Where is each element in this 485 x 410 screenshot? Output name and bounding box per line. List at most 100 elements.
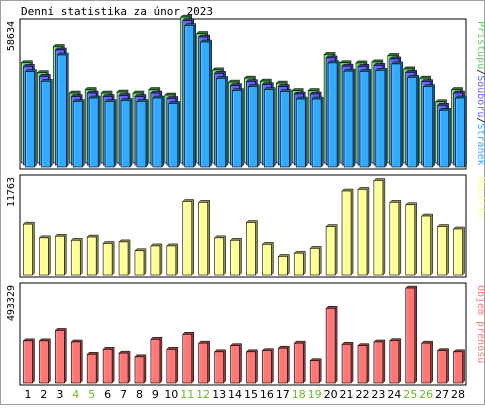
day-label-26: 26: [419, 388, 433, 401]
bar-pages-day-8: [136, 99, 149, 168]
bar-kbytes-day-27: [437, 348, 449, 384]
bar-kbytes-day-4: [70, 339, 83, 384]
day-label-18: 18: [292, 388, 306, 401]
legend-separator: /: [475, 117, 485, 123]
legend: Návštěv: [475, 177, 485, 219]
bar-visits-day-24: [389, 200, 402, 276]
day-label-11: 11: [180, 388, 194, 401]
day-label-10: 10: [164, 388, 178, 401]
day-label-4: 4: [72, 388, 79, 401]
bar-pages-day-2: [41, 79, 53, 168]
y-max-label: 58634: [6, 21, 17, 51]
bar-pages-day-24: [391, 61, 404, 168]
bar-visits-day-26: [421, 213, 433, 276]
day-label-28: 28: [451, 388, 465, 401]
legend-kbytes: Objem přenosu: [475, 285, 485, 363]
day-label-7: 7: [120, 388, 127, 401]
day-label-24: 24: [387, 388, 401, 401]
bar-visits-day-10: [166, 243, 179, 276]
bar-pages-day-4: [72, 99, 85, 168]
day-label-12: 12: [196, 388, 210, 401]
bar-kbytes-day-6: [102, 347, 115, 384]
day-label-16: 16: [260, 388, 274, 401]
day-label-15: 15: [244, 388, 258, 401]
day-label-21: 21: [340, 388, 354, 401]
bar-visits-day-20: [325, 224, 338, 276]
bar-visits-day-12: [198, 200, 210, 276]
bar-kbytes-day-20: [325, 306, 338, 384]
bar-visits-day-21: [341, 188, 354, 276]
bar-visits-day-27: [437, 224, 449, 276]
bar-kbytes-day-8: [134, 354, 147, 384]
bar-visits-day-11: [182, 199, 194, 276]
legend: Objem přenosu: [475, 285, 485, 363]
day-label-19: 19: [308, 388, 322, 401]
bar-visits-day-9: [150, 243, 163, 276]
bar-kbytes-day-12: [198, 340, 210, 384]
day-label-22: 22: [355, 388, 369, 401]
legend-visits: Návštěv: [475, 177, 485, 219]
chart-title: Denní statistika za únor 2023: [21, 5, 213, 18]
legend-separator: /: [475, 69, 485, 75]
bar-kbytes-day-17: [278, 345, 290, 384]
bar-visits-day-15: [246, 220, 258, 276]
bar-visits-day-18: [293, 250, 306, 276]
bar-pages-day-9: [152, 95, 165, 168]
bar-visits-day-1: [23, 221, 35, 276]
bar-pages-day-25: [407, 75, 419, 168]
day-label-20: 20: [324, 388, 338, 401]
bar-pages-day-26: [423, 84, 435, 168]
day-label-5: 5: [88, 388, 95, 401]
bar-pages-day-6: [104, 99, 117, 168]
bar-visits-day-5: [86, 234, 99, 276]
bar-pages-day-15: [248, 84, 260, 168]
bar-visits-day-2: [39, 235, 51, 276]
bar-pages-day-23: [375, 68, 388, 168]
bar-visits-day-13: [214, 235, 226, 276]
bar-kbytes-day-7: [118, 350, 131, 384]
bar-visits-day-3: [55, 233, 67, 276]
legend-hits: Přístupů: [475, 21, 485, 69]
bar-visits-day-8: [134, 248, 147, 276]
bar-pages-day-18: [295, 96, 308, 168]
bar-kbytes-day-16: [262, 348, 274, 384]
bar-pages-day-1: [25, 69, 37, 168]
bar-kbytes-day-15: [246, 349, 258, 384]
bar-visits-day-23: [373, 178, 386, 276]
y-max-label: 493329: [6, 285, 17, 321]
bar-kbytes-day-18: [293, 340, 306, 384]
bar-pages-day-14: [232, 88, 244, 168]
bar-kbytes-day-1: [23, 338, 35, 384]
legend-files: Souborů: [475, 75, 485, 117]
bar-kbytes-day-10: [166, 347, 179, 384]
bar-pages-day-16: [264, 87, 276, 168]
day-label-13: 13: [212, 388, 226, 401]
legend-pages: Stránek: [475, 123, 485, 165]
bar-pages-day-21: [343, 68, 356, 168]
bar-pages-day-22: [359, 69, 372, 168]
bar-pages-day-13: [216, 76, 228, 168]
bar-kbytes-day-19: [309, 358, 322, 384]
chart-panel-1: 58634 Přístupů/Souborů/Stránek: [6, 14, 485, 170]
bar-pages-day-19: [311, 96, 324, 168]
bar-kbytes-day-26: [421, 340, 433, 384]
bar-visits-day-16: [262, 242, 274, 276]
bar-visits-day-7: [118, 239, 131, 276]
legend: Přístupů/Souborů/Stránek: [475, 21, 485, 166]
day-label-27: 27: [435, 388, 449, 401]
bar-kbytes-day-5: [86, 352, 99, 384]
day-label-6: 6: [104, 388, 111, 401]
bar-kbytes-day-22: [357, 343, 370, 384]
bar-visits-day-14: [230, 238, 242, 276]
bar-visits-day-6: [102, 241, 115, 276]
bar-kbytes-day-21: [341, 342, 354, 384]
y-max-label: 11763: [6, 177, 17, 207]
day-label-2: 2: [40, 388, 47, 401]
day-label-23: 23: [371, 388, 385, 401]
bar-visits-day-4: [70, 238, 83, 276]
bar-visits-day-19: [309, 246, 322, 276]
day-label-9: 9: [152, 388, 159, 401]
day-label-25: 25: [403, 388, 417, 401]
bar-pages-day-20: [327, 60, 340, 168]
